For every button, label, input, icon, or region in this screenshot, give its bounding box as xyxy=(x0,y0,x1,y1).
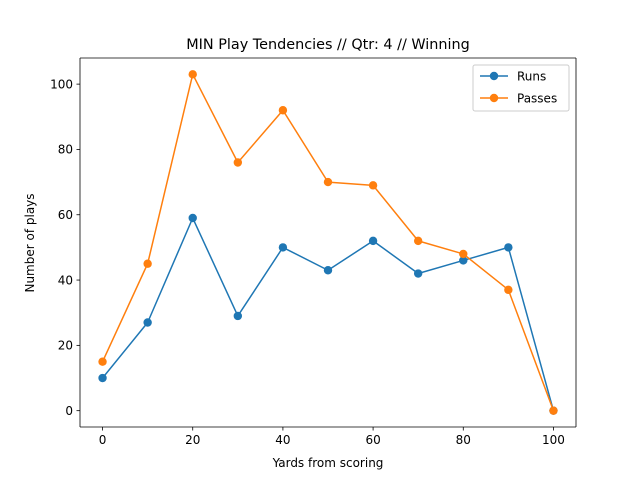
data-point-runs xyxy=(98,373,107,383)
legend-label-passes: Passes xyxy=(517,91,557,105)
data-point-passes xyxy=(143,259,152,268)
series-passes xyxy=(98,70,558,415)
data-point-runs xyxy=(278,243,288,252)
x-tick-label: 40 xyxy=(275,433,290,447)
plot-area xyxy=(80,58,576,427)
y-tick-label: 60 xyxy=(58,208,73,222)
data-point-passes xyxy=(368,181,378,190)
y-tick-label: 40 xyxy=(58,273,73,287)
legend-label-runs: Runs xyxy=(517,69,546,83)
legend: Runs Passes xyxy=(472,64,570,112)
x-tick-label: 100 xyxy=(542,433,565,447)
data-point-passes xyxy=(98,357,107,366)
data-point-passes xyxy=(504,285,513,295)
y-tick-label: 0 xyxy=(65,404,73,418)
data-point-passes xyxy=(323,177,333,187)
data-point-runs xyxy=(143,318,152,327)
data-point-passes xyxy=(459,249,468,259)
data-point-runs xyxy=(413,269,423,278)
legend-marker-passes xyxy=(489,93,499,103)
chart-title: MIN Play Tendencies // Qtr: 4 // Winning xyxy=(186,37,470,53)
x-tick-label: 20 xyxy=(185,433,200,447)
series-runs xyxy=(98,213,558,415)
x-tick-label: 80 xyxy=(456,433,471,447)
plot-background xyxy=(80,58,576,427)
x-tick-label: 60 xyxy=(365,433,380,447)
data-point-passes xyxy=(233,158,243,167)
x-tick-label: 0 xyxy=(99,433,107,447)
data-point-runs xyxy=(188,213,197,223)
data-point-passes xyxy=(549,406,558,415)
y-tick-label: 100 xyxy=(50,77,73,91)
y-axis-label: Number of plays xyxy=(23,193,37,292)
x-axis-label: Yards from scoring xyxy=(272,456,384,470)
legend-marker-runs xyxy=(489,71,499,81)
data-point-runs xyxy=(504,243,513,252)
data-point-runs xyxy=(233,311,243,321)
axes-layer: 0 20 40 60 80 100 0 20 40 60 80 100 xyxy=(50,57,577,447)
series-layer xyxy=(98,70,558,415)
data-point-passes xyxy=(188,70,197,79)
data-point-passes xyxy=(278,106,288,115)
data-point-runs xyxy=(323,266,333,275)
data-point-passes xyxy=(413,236,423,246)
data-point-runs xyxy=(368,236,378,246)
y-tick-label: 20 xyxy=(58,339,73,353)
data-point-runs xyxy=(459,256,468,265)
y-tick-label: 80 xyxy=(58,143,73,157)
